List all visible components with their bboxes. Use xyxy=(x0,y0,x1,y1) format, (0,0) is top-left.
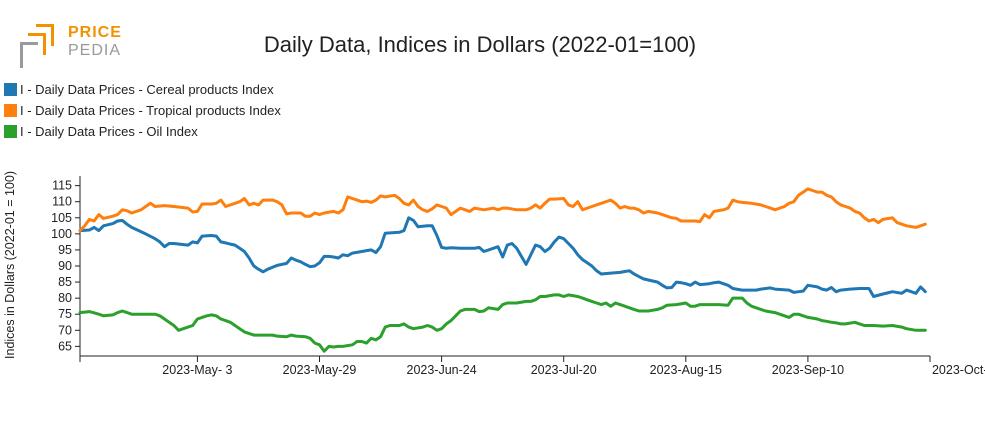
pricepedia-logo: PRICE PEDIA xyxy=(18,22,128,72)
x-tick-label: 2023-Oct- 6 xyxy=(932,363,985,377)
y-tick-label: 110 xyxy=(52,195,72,209)
legend-item-tropical[interactable]: I - Daily Data Prices - Tropical product… xyxy=(4,100,281,121)
x-tick-label: 2023-Sep-10 xyxy=(772,363,844,377)
legend-swatch-cereal xyxy=(4,83,17,96)
y-tick-label: 85 xyxy=(58,275,72,289)
legend-label-tropical: I - Daily Data Prices - Tropical product… xyxy=(20,103,281,118)
legend-swatch-oil xyxy=(4,125,17,138)
chart-title: Daily Data, Indices in Dollars (2022-01=… xyxy=(263,32,697,57)
x-tick-label: 2023-May- 3 xyxy=(162,363,232,377)
y-axis-title: Indices in Dollars (2022-01 = 100) xyxy=(3,171,17,359)
x-tick-label: 2023-May-29 xyxy=(283,363,357,377)
y-tick-label: 105 xyxy=(51,211,72,225)
logo-mark-icon xyxy=(20,24,54,68)
legend-item-cereal[interactable]: I - Daily Data Prices - Cereal products … xyxy=(4,79,281,100)
y-tick-label: 115 xyxy=(52,179,72,193)
x-tick-label: 2023-Jun-24 xyxy=(407,363,477,377)
y-tick-label: 80 xyxy=(58,291,72,305)
y-axis: 65 70 75 80 85 90 95 100 105 110 115 xyxy=(51,176,81,356)
x-tick-label: 2023-Aug-15 xyxy=(650,363,722,377)
logo-text-line2: PEDIA xyxy=(68,42,122,59)
legend-label-cereal: I - Daily Data Prices - Cereal products … xyxy=(20,82,274,97)
series-layer xyxy=(78,187,927,353)
series-line-tropical[interactable] xyxy=(78,187,927,233)
series-line-oil[interactable] xyxy=(78,293,927,353)
y-tick-label: 70 xyxy=(58,323,72,337)
y-tick-label: 95 xyxy=(58,243,72,257)
y-tick-label: 75 xyxy=(58,307,72,321)
legend-item-oil[interactable]: I - Daily Data Prices - Oil Index xyxy=(4,121,281,142)
logo-text-line1: PRICE xyxy=(68,24,122,41)
y-tick-label: 100 xyxy=(51,227,72,241)
y-tick-label: 90 xyxy=(58,259,72,273)
x-tick-label: 2023-Jul-20 xyxy=(531,363,597,377)
y-tick-label: 65 xyxy=(58,339,72,353)
legend-label-oil: I - Daily Data Prices - Oil Index xyxy=(20,124,198,139)
chart-legend: I - Daily Data Prices - Cereal products … xyxy=(4,79,281,142)
legend-swatch-tropical xyxy=(4,104,17,117)
series-line-cereal[interactable] xyxy=(78,216,927,298)
x-axis: 2023-May- 3 2023-May-29 2023-Jun-24 2023-Ju… xyxy=(79,355,985,377)
